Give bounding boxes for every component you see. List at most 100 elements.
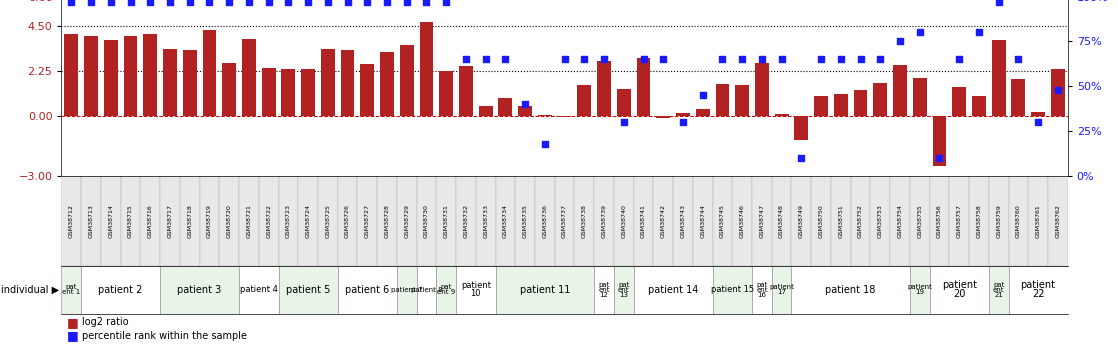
Point: [950, 57, 968, 62]
Text: GSM38719: GSM38719: [207, 204, 212, 238]
Bar: [851, 176, 871, 266]
Text: GSM38750: GSM38750: [818, 204, 824, 238]
Text: GSM38747: GSM38747: [759, 204, 765, 238]
Bar: [358, 176, 377, 266]
Point: [1049, 87, 1067, 92]
Bar: [515, 176, 536, 266]
Text: GSM38731: GSM38731: [444, 204, 448, 238]
Text: patient 5: patient 5: [286, 285, 330, 295]
Bar: [712, 176, 732, 266]
Bar: [380, 52, 394, 116]
Bar: [597, 61, 610, 116]
Text: GSM38756: GSM38756: [937, 204, 942, 238]
Bar: [792, 266, 910, 314]
Point: [300, 0, 318, 5]
Point: [63, 0, 80, 5]
Point: [1030, 119, 1048, 125]
Point: [240, 0, 258, 5]
Text: GSM38760: GSM38760: [1016, 204, 1021, 238]
Bar: [436, 176, 456, 266]
Point: [280, 0, 297, 5]
Text: patient 15: patient 15: [711, 285, 754, 294]
Point: [635, 57, 653, 62]
Text: log2 ratio: log2 ratio: [82, 317, 129, 327]
Bar: [1051, 69, 1064, 116]
Text: GSM38753: GSM38753: [878, 204, 883, 238]
Bar: [519, 106, 532, 116]
Bar: [771, 266, 792, 314]
Bar: [910, 266, 929, 314]
Bar: [163, 49, 177, 116]
Bar: [239, 266, 278, 314]
Text: patient 18: patient 18: [825, 285, 875, 295]
Bar: [752, 176, 771, 266]
Bar: [634, 176, 653, 266]
Bar: [929, 176, 949, 266]
Point: [989, 0, 1007, 5]
Bar: [732, 176, 752, 266]
Text: pat
ent 9: pat ent 9: [437, 284, 455, 295]
Text: GSM38722: GSM38722: [266, 204, 272, 238]
Bar: [972, 96, 986, 116]
Point: [141, 0, 159, 5]
Bar: [656, 116, 670, 118]
Bar: [693, 176, 712, 266]
Bar: [479, 106, 493, 116]
Bar: [1048, 176, 1068, 266]
Text: GSM38714: GSM38714: [108, 204, 113, 238]
Bar: [716, 84, 729, 116]
Text: GSM38718: GSM38718: [187, 204, 192, 238]
Text: GSM38741: GSM38741: [641, 204, 646, 238]
Text: GSM38742: GSM38742: [661, 204, 665, 238]
Bar: [812, 176, 831, 266]
Text: GSM38723: GSM38723: [286, 204, 291, 238]
Text: individual ▶: individual ▶: [1, 285, 59, 295]
Text: GSM38733: GSM38733: [483, 204, 489, 238]
Bar: [278, 176, 299, 266]
Text: GSM38720: GSM38720: [227, 204, 231, 238]
Text: patient 6: patient 6: [345, 285, 389, 295]
Point: [359, 0, 377, 5]
Bar: [893, 65, 907, 116]
Bar: [1008, 266, 1068, 314]
Bar: [558, 116, 571, 117]
Text: patient
22: patient 22: [1021, 280, 1055, 299]
Point: [713, 57, 731, 62]
Bar: [1029, 176, 1048, 266]
Text: GSM38737: GSM38737: [562, 204, 567, 238]
Bar: [476, 176, 495, 266]
Text: ■: ■: [67, 329, 79, 343]
Text: GSM38735: GSM38735: [522, 204, 528, 238]
Point: [674, 119, 692, 125]
Bar: [262, 68, 275, 116]
Text: GSM38738: GSM38738: [581, 204, 587, 238]
Text: pat
ent
16: pat ent 16: [756, 282, 768, 298]
Bar: [792, 176, 812, 266]
Text: GSM38762: GSM38762: [1055, 204, 1060, 238]
Bar: [419, 22, 434, 116]
Bar: [695, 109, 710, 116]
Bar: [61, 176, 82, 266]
Bar: [299, 176, 318, 266]
Text: patient
19: patient 19: [908, 284, 932, 295]
Text: GSM38729: GSM38729: [405, 204, 409, 238]
Bar: [673, 176, 693, 266]
Bar: [636, 58, 651, 116]
Bar: [436, 266, 456, 314]
Point: [398, 0, 416, 5]
Text: GSM38712: GSM38712: [69, 204, 74, 238]
Point: [536, 141, 553, 146]
Point: [259, 0, 277, 5]
Text: GSM38743: GSM38743: [681, 204, 685, 238]
Bar: [1031, 112, 1045, 116]
Point: [930, 155, 948, 161]
Point: [891, 39, 909, 44]
Point: [852, 57, 870, 62]
Text: patient 3: patient 3: [178, 285, 221, 295]
Bar: [183, 50, 197, 116]
Text: ■: ■: [67, 316, 79, 329]
Bar: [969, 176, 988, 266]
Text: GSM38751: GSM38751: [838, 204, 843, 238]
Bar: [594, 266, 614, 314]
Point: [812, 57, 830, 62]
